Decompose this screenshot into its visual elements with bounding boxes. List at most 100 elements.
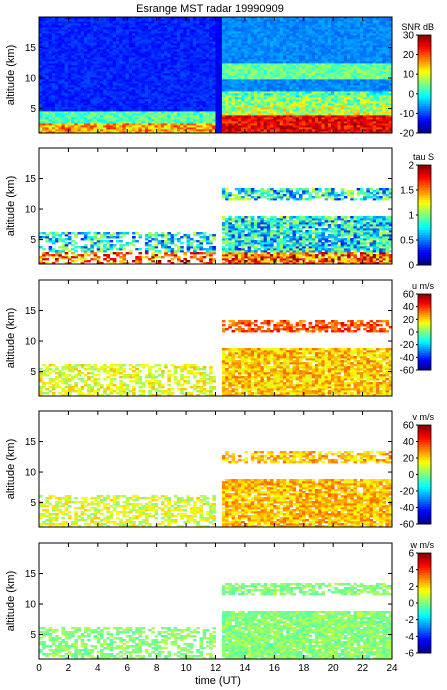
heatmap-cell bbox=[193, 87, 197, 90]
heatmap-cell bbox=[189, 23, 194, 26]
heatmap-cell bbox=[80, 71, 85, 74]
heatmap-cell bbox=[51, 69, 56, 72]
heatmap-cell bbox=[67, 103, 72, 106]
heatmap-cell bbox=[112, 99, 117, 102]
heatmap-cell bbox=[138, 77, 143, 80]
heatmap-cell bbox=[96, 107, 101, 110]
heatmap-cell bbox=[144, 71, 149, 74]
heatmap-cell bbox=[64, 29, 69, 32]
heatmap-cell bbox=[209, 125, 213, 128]
heatmap-cell bbox=[96, 91, 101, 94]
heatmap-cell bbox=[116, 57, 120, 60]
heatmap-cell bbox=[128, 39, 133, 42]
heatmap-cell bbox=[193, 25, 197, 28]
heatmap-cell bbox=[186, 55, 191, 58]
heatmap-cell bbox=[199, 117, 204, 120]
heatmap-cell bbox=[48, 61, 53, 64]
heatmap-cell bbox=[189, 105, 194, 108]
heatmap-cell bbox=[90, 75, 94, 78]
heatmap-cell bbox=[93, 117, 98, 120]
heatmap-cell bbox=[83, 113, 88, 116]
heatmap-cell bbox=[71, 101, 75, 104]
heatmap-cell bbox=[74, 21, 78, 24]
heatmap-cell bbox=[202, 113, 207, 116]
heatmap-cell bbox=[96, 51, 101, 54]
heatmap-cell bbox=[99, 29, 104, 32]
heatmap-cell bbox=[116, 99, 120, 102]
heatmap-cell bbox=[119, 69, 123, 72]
heatmap-cell bbox=[186, 123, 191, 126]
heatmap-cell bbox=[93, 89, 98, 92]
heatmap-cell bbox=[61, 37, 66, 40]
heatmap-cell bbox=[144, 107, 149, 110]
heatmap-cell bbox=[199, 125, 204, 128]
heatmap-cell bbox=[132, 19, 136, 22]
heatmap-cell bbox=[77, 23, 82, 26]
heatmap-cell bbox=[93, 107, 98, 110]
heatmap-cell bbox=[45, 53, 50, 56]
heatmap-cell bbox=[189, 107, 194, 110]
heatmap-cell bbox=[90, 17, 94, 20]
heatmap-cell bbox=[58, 37, 62, 40]
heatmap-cell bbox=[167, 109, 171, 112]
heatmap-cell bbox=[83, 69, 88, 72]
heatmap-cell bbox=[125, 95, 130, 98]
heatmap-cell bbox=[74, 51, 78, 54]
heatmap-cell bbox=[42, 71, 46, 74]
heatmap-cell bbox=[39, 103, 43, 106]
heatmap-cell bbox=[90, 129, 94, 132]
heatmap-cell bbox=[87, 89, 91, 92]
heatmap-cell bbox=[116, 63, 120, 66]
heatmap-cell bbox=[151, 93, 155, 96]
heatmap-cell bbox=[138, 131, 143, 134]
heatmap-cell bbox=[202, 91, 207, 94]
heatmap-cell bbox=[51, 93, 56, 96]
heatmap-cell bbox=[148, 49, 152, 52]
heatmap-cell bbox=[193, 113, 197, 116]
heatmap-cell bbox=[209, 101, 213, 104]
heatmap-cell bbox=[80, 115, 85, 118]
heatmap-cell bbox=[87, 127, 91, 130]
heatmap-cell bbox=[167, 123, 171, 126]
heatmap-cell bbox=[71, 31, 75, 34]
heatmap-cell bbox=[170, 65, 175, 68]
heatmap-cell bbox=[99, 119, 104, 122]
heatmap-cell bbox=[138, 39, 143, 42]
heatmap-cell bbox=[151, 99, 155, 102]
heatmap-cell bbox=[212, 119, 216, 122]
heatmap-cell bbox=[109, 127, 114, 130]
heatmap-cell bbox=[96, 57, 101, 60]
heatmap-cell bbox=[58, 125, 62, 128]
heatmap-cell bbox=[109, 63, 114, 66]
heatmap-cell bbox=[67, 85, 72, 88]
heatmap-cell bbox=[112, 129, 117, 132]
heatmap-cell bbox=[167, 77, 171, 80]
heatmap-cell bbox=[119, 83, 123, 86]
heatmap-cell bbox=[157, 47, 162, 50]
heatmap-cell bbox=[90, 41, 94, 44]
heatmap-cell bbox=[199, 95, 204, 98]
heatmap-cell bbox=[77, 79, 82, 82]
heatmap-cell bbox=[109, 49, 114, 52]
heatmap-cell bbox=[55, 45, 59, 48]
heatmap-cell bbox=[202, 41, 207, 44]
heatmap-cell bbox=[154, 47, 159, 50]
heatmap-cell bbox=[77, 73, 82, 76]
heatmap-cell bbox=[160, 83, 165, 86]
heatmap-cell bbox=[157, 81, 162, 84]
heatmap-cell bbox=[96, 79, 101, 82]
heatmap-cell bbox=[135, 127, 139, 130]
heatmap-cell bbox=[45, 85, 50, 88]
heatmap-cell bbox=[109, 19, 114, 22]
heatmap-cell bbox=[87, 35, 91, 38]
heatmap-cell bbox=[196, 79, 200, 82]
heatmap-cell bbox=[83, 115, 88, 118]
heatmap-cell bbox=[186, 63, 191, 66]
heatmap-cell bbox=[202, 129, 207, 132]
heatmap-cell bbox=[138, 67, 143, 70]
heatmap-cell bbox=[48, 117, 53, 120]
heatmap-cell bbox=[96, 115, 101, 118]
heatmap-cell bbox=[116, 45, 120, 48]
heatmap-cell bbox=[199, 121, 204, 124]
heatmap-cell bbox=[119, 23, 123, 26]
